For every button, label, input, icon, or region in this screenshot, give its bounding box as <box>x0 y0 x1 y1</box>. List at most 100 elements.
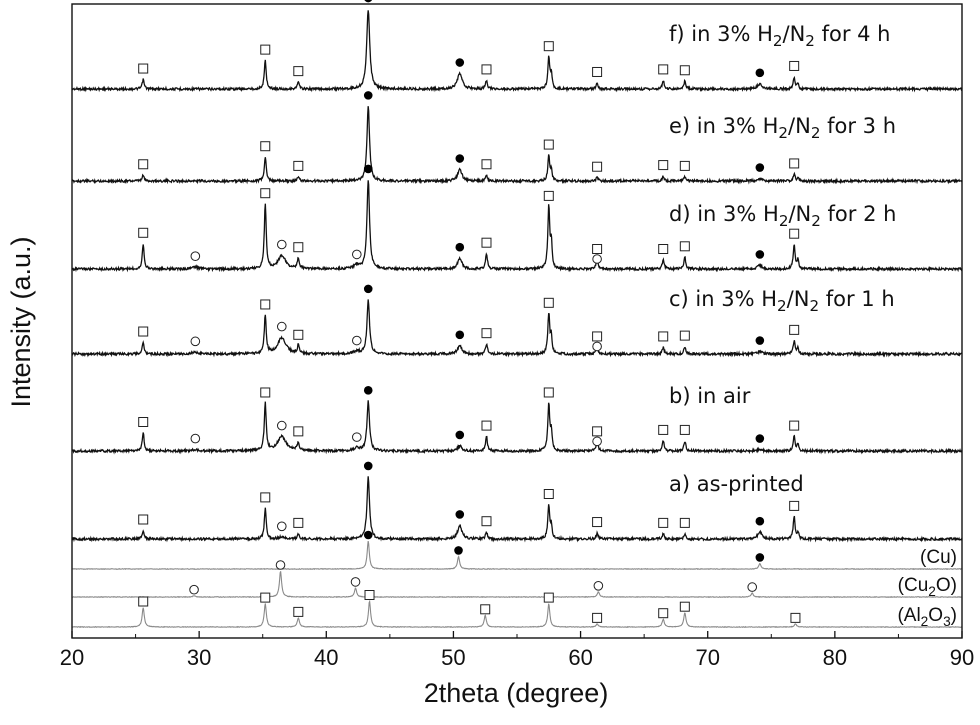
peak-square-marker <box>592 161 603 172</box>
peak-cu-marker <box>755 434 765 443</box>
peak-square-marker <box>260 492 271 503</box>
pattern-line <box>71 476 963 543</box>
ref-peak-square-marker <box>543 592 554 603</box>
pattern-line <box>71 299 963 358</box>
peak-square-marker <box>481 159 492 170</box>
peak-cu-marker <box>455 154 465 163</box>
ref-peak-square-marker <box>293 606 304 617</box>
ref-peak-square-marker <box>260 592 271 603</box>
peak-cu-marker <box>363 164 373 174</box>
peak-square-marker <box>293 242 304 253</box>
peak-cu2o-marker <box>190 336 201 347</box>
peak-square-marker <box>679 424 690 435</box>
peak-cu2o-marker <box>276 521 287 532</box>
peak-square-marker <box>138 326 149 337</box>
peak-square-marker <box>293 517 304 528</box>
pattern-label: b) in air <box>669 384 751 408</box>
peak-cu-marker <box>363 284 373 294</box>
xrd-pattern-4: c) in 3% H2/N2 for 1 h <box>71 284 963 358</box>
peak-cu-marker <box>364 0 373 3</box>
peak-square-marker <box>138 514 149 525</box>
xrd-pattern-6: a) as-printed <box>71 461 963 543</box>
peak-square-marker <box>658 331 669 342</box>
peak-square-marker <box>789 324 800 335</box>
x-tick-label: 70 <box>695 645 719 670</box>
ref-peak-cu2o-marker <box>275 560 286 570</box>
peak-square-marker <box>679 65 690 76</box>
peak-cu-marker <box>455 330 465 340</box>
peak-cu2o-marker <box>352 335 362 346</box>
peak-cu-marker <box>455 510 465 519</box>
peak-square-marker <box>543 297 554 308</box>
ref-peak-cu-marker <box>454 546 463 555</box>
peak-square-marker <box>138 159 149 170</box>
peak-cu2o-marker <box>592 436 602 447</box>
peak-cu-marker <box>363 461 373 471</box>
pattern-line <box>71 180 963 273</box>
peak-square-marker <box>679 241 690 252</box>
ref-peak-square-marker <box>679 601 690 612</box>
plot-frame <box>71 3 963 639</box>
ref-peak-cu2o-marker <box>350 577 361 587</box>
ref-peak-cu-marker <box>755 553 765 562</box>
peak-square-marker <box>260 141 271 152</box>
y-axis-title: Intensity (a.u.) <box>6 236 36 407</box>
peak-square-marker <box>789 420 800 431</box>
reference-label: (Cu) <box>920 547 957 568</box>
pattern-line <box>71 10 963 93</box>
pattern-label: a) as-printed <box>669 472 804 496</box>
pattern-label: c) in 3% H2/N2 for 1 h <box>669 287 895 315</box>
axes: 20 30 40 50 60 70 80 90 <box>60 3 974 670</box>
reference-label: (Cu2O) <box>898 575 957 599</box>
peak-cu2o-marker <box>352 432 362 442</box>
peak-square-marker <box>679 330 690 341</box>
peak-cu-marker <box>455 58 465 67</box>
peak-square-marker <box>592 426 603 437</box>
peak-square-marker <box>789 228 800 239</box>
peak-cu2o-marker <box>276 321 287 332</box>
x-tick-label: 90 <box>950 645 974 670</box>
peak-square-marker <box>658 517 669 528</box>
pattern-label: f) in 3% H2/N2 for 4 h <box>669 22 891 50</box>
peak-square-marker <box>481 328 492 339</box>
reference-line <box>71 540 963 571</box>
peak-cu-marker <box>363 386 373 395</box>
ref-peak-cu2o-marker <box>189 584 199 595</box>
peak-square-marker <box>260 299 271 310</box>
ref-peak-square-marker <box>658 608 669 619</box>
reference-pattern-1: (Cu) <box>71 530 963 571</box>
peak-square-marker <box>592 244 603 254</box>
pattern-label: e) in 3% H2/N2 for 3 h <box>669 114 896 142</box>
pattern-label: d) in 3% H2/N2 for 2 h <box>669 202 896 230</box>
peak-square-marker <box>543 41 554 52</box>
xrd-pattern-3: d) in 3% H2/N2 for 2 h <box>71 164 963 273</box>
peak-square-marker <box>138 227 149 238</box>
ref-peak-cu2o-marker <box>747 582 758 592</box>
peak-cu-marker <box>363 91 373 100</box>
ref-peak-cu2o-marker <box>593 581 604 591</box>
ref-peak-square-marker <box>790 612 801 623</box>
ref-peak-square-marker <box>138 596 149 607</box>
peak-square-marker <box>679 517 690 528</box>
peak-square-marker <box>592 331 603 342</box>
peak-square-marker <box>658 424 669 435</box>
x-tick-label: 40 <box>314 645 338 670</box>
peak-cu2o-marker <box>592 341 602 352</box>
peak-square-marker <box>543 387 554 398</box>
peak-cu2o-marker <box>276 420 287 431</box>
peak-square-marker <box>293 426 304 437</box>
ref-peak-square-marker <box>364 590 375 600</box>
peak-square-marker <box>679 160 690 171</box>
peak-square-marker <box>592 517 603 528</box>
x-tick-label: 20 <box>60 645 84 670</box>
x-tick-label: 80 <box>823 645 847 670</box>
peak-square-marker <box>260 188 271 199</box>
peak-square-marker <box>543 489 554 499</box>
pattern-line <box>71 400 963 455</box>
peak-cu-marker <box>455 430 465 440</box>
peak-cu-marker <box>755 516 765 526</box>
reference-line <box>71 571 963 599</box>
peak-cu-marker <box>455 242 465 252</box>
peak-square-marker <box>481 64 492 75</box>
